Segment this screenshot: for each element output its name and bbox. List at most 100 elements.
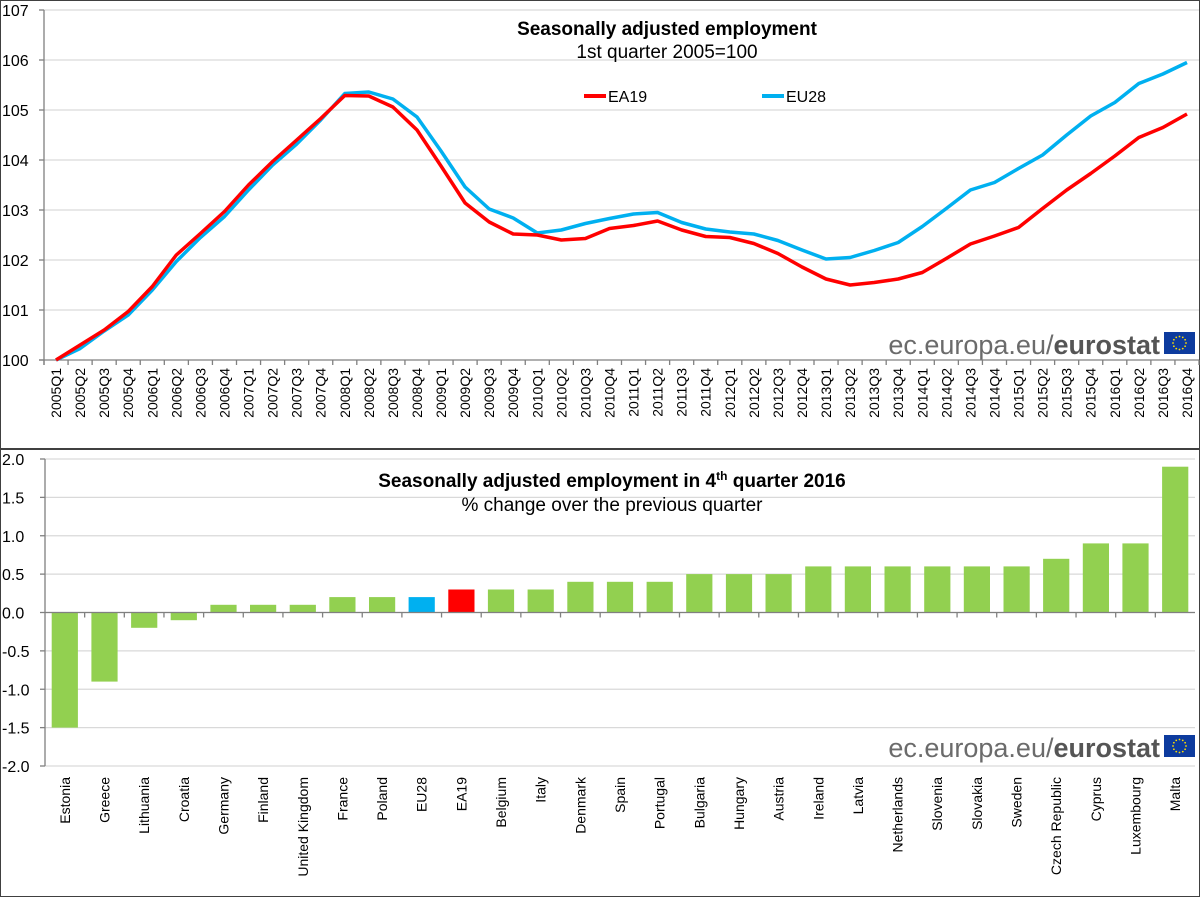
flag-star — [1172, 745, 1174, 747]
flag-field — [1164, 735, 1195, 757]
bar-ireland — [805, 566, 832, 613]
x-tick-label: EU28 — [414, 777, 430, 812]
flag-star — [1181, 347, 1184, 350]
bar-finland — [250, 604, 277, 613]
x-tick-label: Portugal — [652, 777, 668, 829]
x-tick-label: Germany — [215, 777, 231, 835]
y-tick-label: 105 — [2, 103, 29, 120]
y-tick-label: 107 — [2, 3, 29, 20]
eurostat-logo-text: ec.europa.eu/eurostat — [888, 330, 1160, 360]
bar-netherlands — [884, 566, 911, 613]
x-tick-label: Belgium — [493, 777, 509, 828]
x-tick-label: 2016Q1 — [1107, 368, 1123, 418]
x-tick-label: 2009Q3 — [481, 368, 497, 418]
bar-united-kingdom — [289, 604, 316, 613]
bar-chart-bars — [51, 466, 1189, 728]
x-tick-label: 2011Q2 — [650, 368, 666, 417]
eu-flag-icon — [1164, 735, 1195, 757]
line-chart-gridlines — [44, 9, 1199, 311]
bar-slovakia — [963, 566, 990, 613]
x-tick-label: 2012Q3 — [770, 368, 786, 418]
x-tick-label: 2016Q3 — [1155, 368, 1171, 418]
x-tick-label: 2009Q2 — [457, 368, 473, 418]
bar-greece — [91, 612, 118, 682]
flag-star — [1181, 750, 1184, 753]
x-tick-label: France — [334, 777, 350, 821]
panel-divider — [0, 448, 1200, 450]
bar-chart-title-superscript: th — [716, 469, 727, 483]
line-chart-subtitle: 1st quarter 2005=100 — [576, 42, 757, 63]
x-tick-label: Netherlands — [890, 777, 906, 853]
x-tick-label: 2010Q1 — [529, 368, 545, 418]
bar-france — [329, 597, 356, 613]
x-tick-label: 2007Q3 — [289, 368, 305, 418]
x-tick-label: 2008Q1 — [337, 368, 353, 418]
x-tick-label: 2008Q3 — [385, 368, 401, 418]
flag-star — [1175, 347, 1178, 350]
bar-chart: -2.0 -1.5 -1.0 -0.5 0.0 0.5 1.0 1.5 2.0 Estonia G… — [2, 452, 1195, 877]
y-tick-label: -0.5 — [2, 644, 30, 661]
bar-luxembourg — [1122, 543, 1149, 613]
x-tick-label: Bulgaria — [691, 777, 707, 829]
bar-lithuania — [131, 612, 158, 628]
flag-star — [1172, 342, 1174, 344]
flag-star — [1184, 338, 1187, 341]
flag-star — [1184, 748, 1187, 751]
bar-chart-subtitle: % change over the previous quarter — [461, 495, 763, 516]
x-tick-label: 2006Q3 — [192, 368, 208, 418]
x-tick-label: Ireland — [810, 777, 826, 820]
flag-star — [1185, 342, 1187, 344]
x-tick-label: Lithuania — [136, 777, 152, 834]
logo-domain: ec.europa.eu/ — [888, 733, 1054, 763]
x-tick-label: Spain — [612, 777, 628, 813]
flag-star — [1172, 338, 1175, 341]
legend-label-eu28: EU28 — [786, 89, 826, 106]
x-tick-label: Slovenia — [929, 777, 945, 831]
bar-chart-title: Seasonally adjusted employment in 4th qu… — [378, 469, 846, 492]
y-tick-label: 1.0 — [2, 529, 24, 546]
x-tick-label: 2011Q1 — [626, 368, 642, 417]
flag-star — [1178, 335, 1181, 338]
x-tick-label: Italy — [533, 777, 549, 803]
bar-chart-title-end: quarter 2016 — [727, 471, 845, 492]
x-tick-label: Poland — [374, 777, 390, 821]
line-chart-legend: EA19 EU28 — [584, 89, 826, 106]
bar-austria — [765, 574, 792, 613]
logo-domain: ec.europa.eu/ — [888, 330, 1054, 360]
y-tick-label: 106 — [2, 53, 29, 70]
eurostat-logo: ec.europa.eu/eurostat — [888, 330, 1195, 360]
bar-eu28 — [408, 597, 435, 613]
bar-belgium — [487, 589, 515, 613]
flag-star — [1181, 739, 1184, 742]
x-tick-label: 2010Q4 — [601, 368, 617, 418]
bar-denmark — [567, 581, 594, 613]
x-tick-label: 2010Q3 — [577, 368, 593, 418]
bar-portugal — [646, 581, 673, 613]
y-tick-label: 101 — [2, 303, 29, 320]
y-tick-label: 100 — [2, 353, 29, 370]
eurostat-logo: ec.europa.eu/eurostat — [888, 733, 1195, 763]
y-tick-label: 104 — [2, 153, 29, 170]
x-tick-label: 2015Q1 — [1011, 368, 1027, 418]
bar-chart-axes — [40, 458, 1195, 767]
y-tick-label: -1.0 — [2, 682, 30, 699]
flag-star — [1172, 345, 1175, 348]
x-tick-label: 2013Q2 — [842, 368, 858, 418]
x-tick-label: 2011Q4 — [698, 368, 714, 417]
x-tick-label: 2012Q2 — [746, 368, 762, 418]
x-tick-label: 2007Q2 — [265, 368, 281, 418]
bar-chart-y-tick-labels: -2.0 -1.5 -1.0 -0.5 0.0 0.5 1.0 1.5 2.0 — [2, 452, 30, 776]
eu-flag-icon — [1164, 332, 1195, 354]
x-tick-label: Luxembourg — [1128, 777, 1144, 855]
x-tick-label: 2007Q1 — [241, 368, 257, 418]
x-tick-label: 2010Q2 — [553, 368, 569, 418]
x-tick-label: Sweden — [1009, 777, 1025, 828]
x-tick-label: 2005Q2 — [72, 368, 88, 418]
bar-ea19 — [448, 589, 475, 613]
y-tick-label: 2.0 — [2, 452, 24, 469]
x-tick-label: 2011Q3 — [674, 368, 690, 417]
x-tick-label: 2005Q4 — [120, 368, 136, 418]
flag-star — [1178, 738, 1181, 741]
series-line-eu28 — [55, 60, 1188, 362]
